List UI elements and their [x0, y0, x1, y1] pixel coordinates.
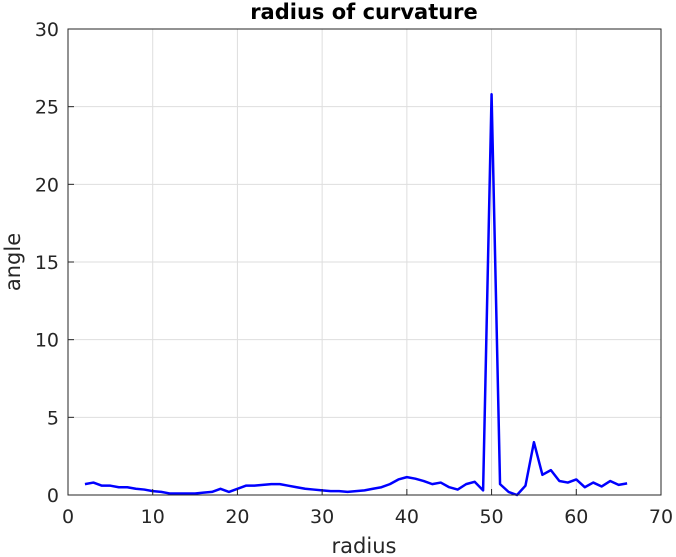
chart-title: radius of curvature: [250, 0, 478, 24]
grid-lines: [67, 28, 662, 496]
y-tick-label: 15: [35, 252, 59, 274]
x-tick-label: 10: [141, 506, 165, 528]
x-tick-label: 70: [649, 506, 673, 528]
x-tick-label: 30: [310, 506, 334, 528]
x-tick-label: 60: [564, 506, 588, 528]
x-tick-label: 20: [225, 506, 249, 528]
y-tick-label: 25: [35, 97, 59, 119]
y-axis-label: angle: [1, 233, 25, 291]
y-tick-label: 10: [35, 330, 59, 352]
x-axis-label: radius: [332, 534, 397, 557]
series-line-0: [84, 92, 628, 497]
y-tick-label: 5: [47, 407, 59, 429]
y-tick-label: 20: [35, 174, 59, 196]
tick-layer: 0 10 20 30 40 50 60 70 0 5 10 15 20 25 30: [35, 19, 673, 528]
x-tick-label: 40: [395, 506, 419, 528]
series-layer: [84, 92, 628, 497]
x-tick-label: 50: [479, 506, 503, 528]
y-tick-label: 30: [35, 19, 59, 41]
x-tick-label: 0: [62, 506, 74, 528]
y-tick-label: 0: [47, 485, 59, 507]
